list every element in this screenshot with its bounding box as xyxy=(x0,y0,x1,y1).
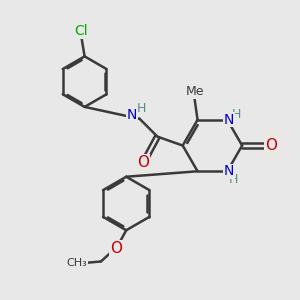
Text: O: O xyxy=(265,138,277,153)
Text: Cl: Cl xyxy=(74,24,88,38)
Text: O: O xyxy=(137,155,149,170)
Text: H: H xyxy=(136,102,146,115)
Text: H: H xyxy=(229,173,239,186)
Text: N: N xyxy=(224,113,234,127)
Text: CH₃: CH₃ xyxy=(67,258,88,268)
Text: N: N xyxy=(127,108,137,122)
Text: O: O xyxy=(110,241,122,256)
Text: N: N xyxy=(224,164,234,178)
Text: Me: Me xyxy=(185,85,204,98)
Text: H: H xyxy=(232,108,242,121)
